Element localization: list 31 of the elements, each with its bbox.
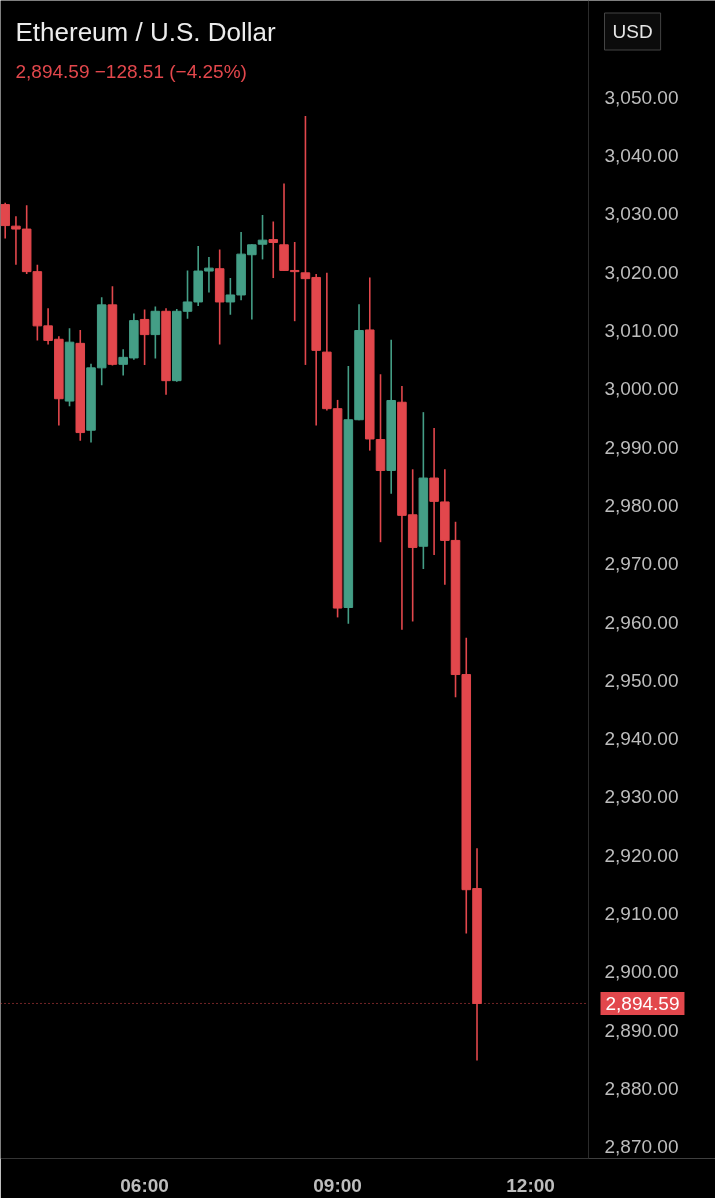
y-tick-label: 2,940.00: [604, 728, 679, 750]
y-tick-label: 2,910.00: [604, 903, 679, 925]
y-tick-label: 2,970.00: [604, 553, 679, 575]
candlestick: [257, 214, 268, 261]
text: Ethereum / U.S. Dollar: [15, 16, 276, 47]
text: USD: [612, 21, 653, 42]
candlestick: [0, 202, 10, 240]
ref-line-label: 2,894.59: [605, 992, 680, 1014]
y-tick-label: 2,870.00: [604, 1136, 679, 1158]
y-tick-label: 3,020.00: [604, 261, 679, 283]
x-tick-label: 12:00: [506, 1174, 555, 1196]
candlestick: [268, 220, 279, 279]
y-tick-label: 3,010.00: [604, 320, 679, 342]
y-tick-label: 2,960.00: [604, 611, 679, 633]
y-tick-label: 2,900.00: [604, 961, 679, 983]
y-tick-label: 2,880.00: [604, 1078, 679, 1100]
x-tick-label: 09:00: [313, 1174, 362, 1196]
y-tick-label: 3,030.00: [604, 203, 679, 225]
candlestick: [150, 305, 161, 360]
y-tick-label: 2,980.00: [604, 494, 679, 516]
text: 2,894.59 −128.51 (−4.25%): [15, 61, 247, 82]
y-tick-label: 2,930.00: [604, 786, 679, 808]
y-tick-label: 2,920.00: [604, 844, 679, 866]
y-tick-label: 2,990.00: [604, 436, 679, 458]
y-tick-label: 3,000.00: [604, 378, 679, 400]
y-tick-label: 3,040.00: [604, 145, 679, 167]
y-tick-label: 3,050.00: [604, 86, 679, 108]
x-tick-label: 06:00: [120, 1174, 169, 1196]
y-tick-label: 2,890.00: [604, 1019, 679, 1041]
candlestick: [139, 308, 150, 366]
y-tick-label: 2,950.00: [604, 669, 679, 691]
